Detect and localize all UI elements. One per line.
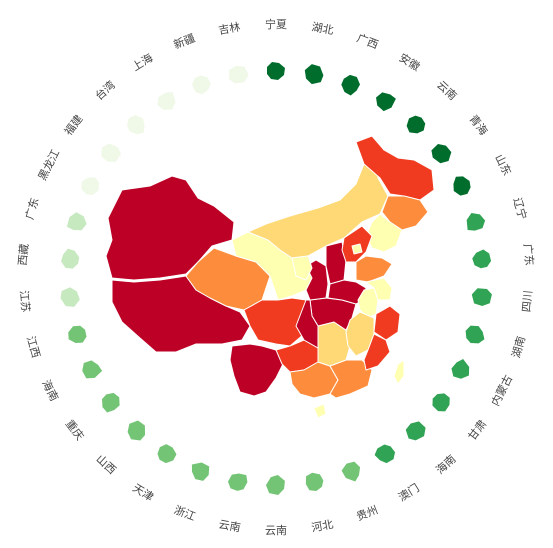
map-region-beijing (352, 244, 362, 254)
ring-label: 新疆 (171, 31, 197, 52)
ring-shape (301, 469, 326, 494)
ring-shape (123, 112, 149, 138)
ring-label: 宁夏 (265, 17, 287, 31)
ring-shape (372, 90, 396, 114)
ring-shape (267, 62, 285, 80)
ring-label: 甘肃 (466, 418, 490, 443)
ring-label: 广东 (521, 243, 536, 266)
ring-shape (155, 442, 178, 465)
ring-label: 山西 (93, 452, 118, 476)
ring-shape (100, 142, 122, 163)
ring-shape (101, 392, 120, 413)
ring-label: 上海 (129, 50, 155, 73)
ring-label: 吉林 (217, 19, 241, 37)
ring-shape (340, 459, 362, 482)
ring-shape (430, 143, 452, 164)
ring-label: 海南 (433, 452, 459, 477)
ring-label: 青海 (466, 112, 490, 138)
map-region-yunnan (230, 344, 284, 396)
ring-label: 黑龙江 (36, 147, 62, 182)
ring-label: 云南 (265, 524, 287, 537)
ring-label: 澳门 (396, 481, 422, 504)
ring-shape (124, 417, 151, 444)
ring-shape (266, 475, 285, 495)
ring-shape (403, 418, 430, 445)
ring-shape (77, 357, 103, 383)
ring-shape (339, 73, 362, 97)
ring-label: 福建 (61, 112, 85, 138)
map-region-hainan (314, 404, 326, 418)
ring-label: 天津 (130, 481, 156, 504)
ring-label: 河北 (310, 518, 334, 535)
ring-shape (225, 61, 253, 88)
ring-shape (67, 211, 89, 232)
ring-label: 贵州 (355, 503, 380, 523)
ring-shape (190, 460, 213, 483)
ring-shape (301, 60, 328, 87)
ring-label: 台湾 (92, 78, 118, 103)
ring-shape (464, 324, 487, 345)
ring-shape (403, 113, 428, 138)
ring-shape (225, 468, 251, 495)
ring-label: 重庆 (63, 417, 87, 443)
map-region-zhejiang (374, 306, 400, 340)
ring-shape (469, 284, 495, 310)
ring-label: 浙江 (172, 503, 197, 523)
ring-label: 辽宁 (511, 196, 530, 221)
ring-label: 云南 (434, 78, 459, 102)
ring-label: 海南 (39, 377, 61, 403)
ring-label: 江西 (24, 335, 43, 360)
ring-label: 湖北 (311, 20, 335, 37)
ring-label: 安徽 (397, 50, 423, 73)
ring-shape (190, 74, 212, 96)
ring-shape (372, 442, 397, 466)
ring-shape (448, 172, 475, 199)
ring-shape (470, 247, 494, 271)
ring-shape (465, 211, 487, 232)
ring-label: 云南 (218, 518, 242, 535)
ring-shape (57, 246, 82, 272)
ring-label: 广东 (23, 196, 42, 221)
ring-label: 内蒙古 (488, 372, 515, 408)
ring-shape (431, 393, 451, 413)
ring-label: 西藏 (16, 243, 31, 266)
ring-label: 江苏 (17, 290, 32, 313)
ring-shape (66, 324, 87, 345)
ring-label: 广西 (355, 32, 380, 52)
map-region-shandong (356, 256, 392, 282)
ring-label: 湖南 (510, 335, 529, 360)
ring-shape (78, 173, 103, 198)
ring-shape (448, 358, 474, 384)
china-map (106, 136, 434, 418)
ring-shape (154, 90, 179, 114)
ring-label: 四川 (520, 290, 535, 313)
ring-label: 山东 (492, 152, 513, 177)
map-region-taiwan (394, 360, 404, 384)
ring-shape (57, 285, 83, 311)
